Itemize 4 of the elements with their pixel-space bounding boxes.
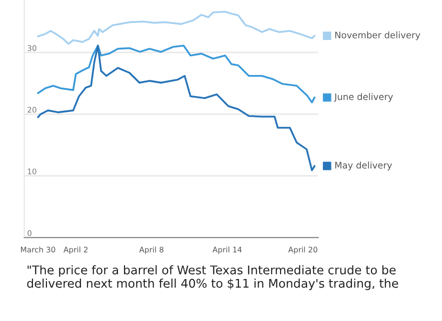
legend-label: November delivery	[335, 31, 420, 40]
legend-label: May delivery	[335, 162, 392, 170]
legend-label: June delivery	[334, 93, 393, 102]
text: "The price for a barrel of West Texas Intermediate crude to be delivered next month fell 40% to $11 in Monday's trading, the	[27, 265, 398, 290]
